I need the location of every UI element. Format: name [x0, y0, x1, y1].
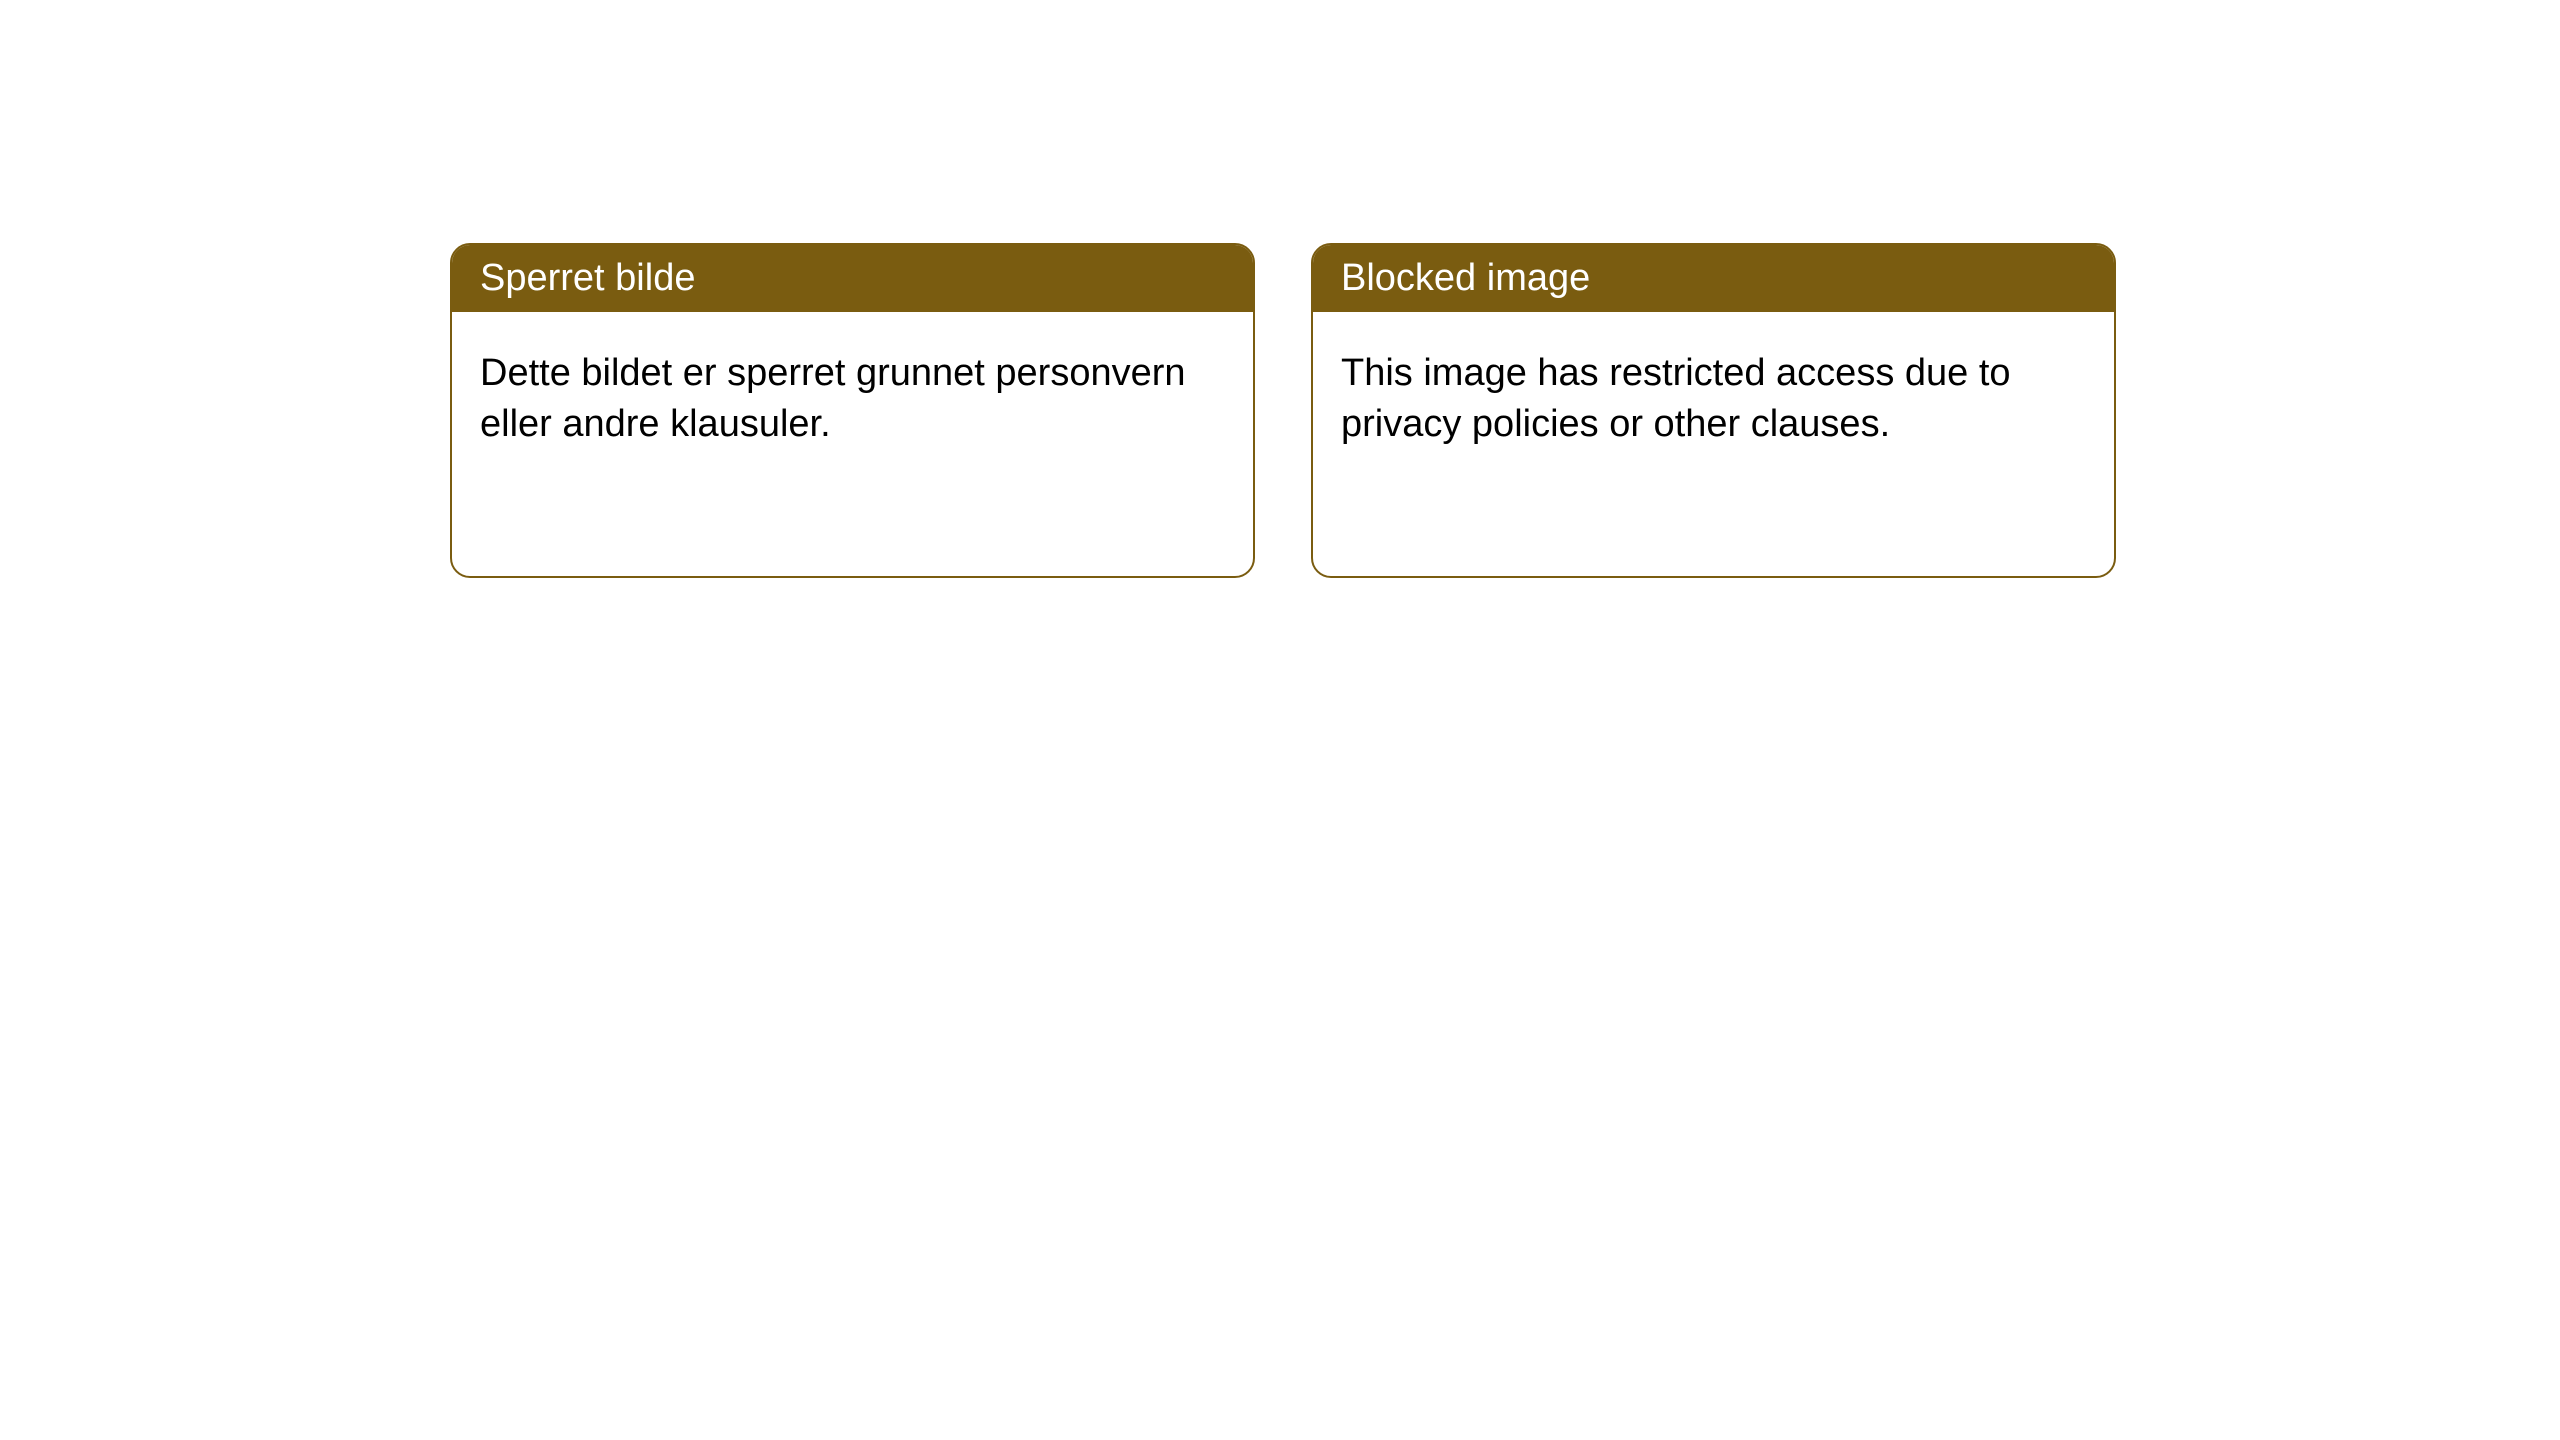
- notice-card-english: Blocked image This image has restricted …: [1311, 243, 2116, 578]
- notice-card-norwegian: Sperret bilde Dette bildet er sperret gr…: [450, 243, 1255, 578]
- notice-card-title-norwegian: Sperret bilde: [452, 245, 1253, 312]
- notice-card-body-english: This image has restricted access due to …: [1313, 312, 2114, 487]
- notice-cards-container: Sperret bilde Dette bildet er sperret gr…: [450, 243, 2116, 578]
- notice-card-body-norwegian: Dette bildet er sperret grunnet personve…: [452, 312, 1253, 487]
- notice-card-title-english: Blocked image: [1313, 245, 2114, 312]
